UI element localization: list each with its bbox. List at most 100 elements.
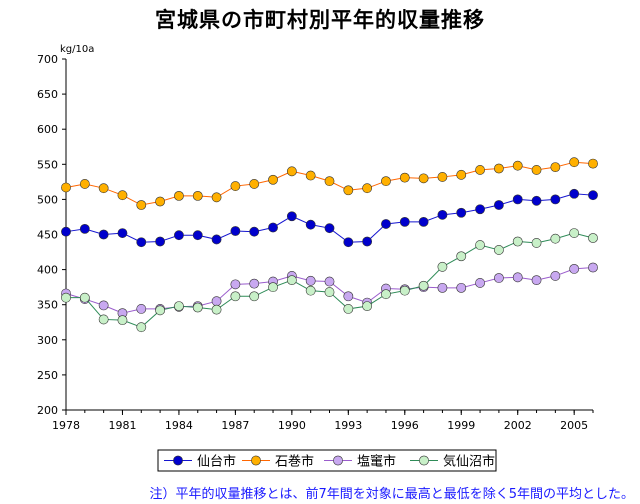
data-point bbox=[61, 292, 71, 303]
data-point bbox=[456, 282, 467, 293]
data-point bbox=[98, 314, 109, 325]
data-point bbox=[475, 165, 485, 175]
data-point bbox=[493, 163, 504, 174]
data-point bbox=[286, 211, 297, 222]
data-point bbox=[192, 230, 203, 241]
legend-label: 気仙沼市 bbox=[443, 454, 495, 470]
y-tick-label: 450 bbox=[37, 229, 58, 242]
data-point bbox=[362, 301, 373, 312]
data-point bbox=[550, 233, 561, 244]
data-point bbox=[249, 278, 260, 289]
data-point bbox=[136, 304, 147, 314]
y-tick-label: 350 bbox=[37, 299, 58, 312]
data-point bbox=[475, 240, 485, 250]
data-point bbox=[117, 315, 128, 326]
data-point bbox=[531, 238, 542, 248]
data-point bbox=[324, 223, 335, 234]
data-point bbox=[512, 194, 523, 205]
data-point bbox=[61, 182, 71, 193]
data-point bbox=[305, 275, 316, 286]
data-point bbox=[550, 194, 561, 205]
data-point bbox=[531, 195, 542, 206]
data-point bbox=[588, 233, 598, 243]
data-point bbox=[324, 176, 335, 187]
data-point bbox=[211, 304, 222, 315]
data-point bbox=[588, 190, 598, 201]
data-point bbox=[569, 188, 580, 199]
series-layer bbox=[61, 157, 598, 333]
data-point bbox=[437, 282, 448, 293]
data-point bbox=[381, 289, 391, 300]
x-tick-label: 2005 bbox=[560, 419, 588, 432]
data-point bbox=[136, 237, 147, 248]
data-point bbox=[475, 204, 485, 215]
data-point bbox=[493, 245, 504, 255]
data-point bbox=[155, 196, 166, 207]
data-point bbox=[456, 169, 467, 180]
x-tick-label: 1993 bbox=[334, 419, 362, 432]
y-tick-label: 250 bbox=[37, 369, 58, 382]
data-point bbox=[211, 234, 222, 245]
x-tick-label: 1984 bbox=[165, 419, 193, 432]
data-point bbox=[569, 263, 580, 274]
data-point bbox=[211, 296, 222, 307]
y-axis-label: kg/10a bbox=[60, 44, 94, 55]
data-point bbox=[249, 291, 260, 302]
data-point bbox=[493, 200, 504, 210]
data-point bbox=[437, 261, 448, 272]
data-point bbox=[286, 166, 297, 177]
data-point bbox=[512, 272, 523, 283]
legend-marker bbox=[173, 455, 183, 466]
legend: 仙台市 石巻市 塩竃市 気仙沼市 bbox=[157, 449, 497, 472]
data-point bbox=[399, 285, 410, 296]
data-point bbox=[531, 165, 542, 175]
data-point bbox=[550, 162, 561, 173]
x-tick-label: 1990 bbox=[278, 419, 306, 432]
y-tick-label: 650 bbox=[37, 88, 58, 101]
y-tick-label: 600 bbox=[37, 123, 58, 136]
data-point bbox=[117, 190, 128, 201]
data-point bbox=[230, 181, 241, 191]
legend-item-3: 塩竃市 bbox=[324, 454, 396, 470]
data-point bbox=[79, 179, 90, 189]
data-point bbox=[211, 192, 222, 203]
data-point bbox=[192, 190, 203, 201]
data-point bbox=[174, 230, 184, 241]
data-point bbox=[437, 209, 448, 220]
data-point bbox=[512, 160, 523, 171]
data-point bbox=[174, 301, 184, 312]
data-point bbox=[305, 170, 316, 181]
data-point bbox=[98, 229, 109, 240]
data-point bbox=[569, 157, 580, 168]
data-point bbox=[230, 291, 241, 302]
legend-label: 石巻市 bbox=[275, 454, 314, 470]
data-point bbox=[343, 237, 354, 248]
data-point bbox=[399, 172, 410, 183]
x-tick-label: 1996 bbox=[391, 419, 419, 432]
footnote-text: 注）平年的収量推移とは、前7年間を対象に最高と最低を除く5年間の平均とした。 bbox=[149, 487, 634, 502]
data-point bbox=[174, 190, 184, 201]
series-2 bbox=[61, 157, 598, 210]
data-point bbox=[230, 226, 241, 236]
data-point bbox=[381, 176, 391, 187]
data-point bbox=[192, 302, 203, 313]
data-point bbox=[418, 216, 429, 227]
data-point bbox=[286, 275, 297, 286]
data-point bbox=[418, 280, 429, 291]
data-point bbox=[136, 322, 147, 333]
legend-marker bbox=[251, 455, 261, 466]
data-point bbox=[475, 278, 485, 288]
x-tick-label: 1981 bbox=[108, 419, 136, 432]
data-point bbox=[437, 172, 448, 182]
data-point bbox=[588, 158, 598, 169]
data-point bbox=[155, 305, 166, 316]
data-point bbox=[268, 174, 278, 185]
data-point bbox=[249, 179, 260, 189]
legend-item-2: 石巻市 bbox=[242, 454, 314, 470]
data-point bbox=[98, 300, 109, 311]
legend-marker bbox=[333, 455, 343, 466]
data-point bbox=[117, 228, 128, 238]
y-tick-label: 200 bbox=[37, 404, 58, 417]
data-point bbox=[305, 219, 316, 230]
